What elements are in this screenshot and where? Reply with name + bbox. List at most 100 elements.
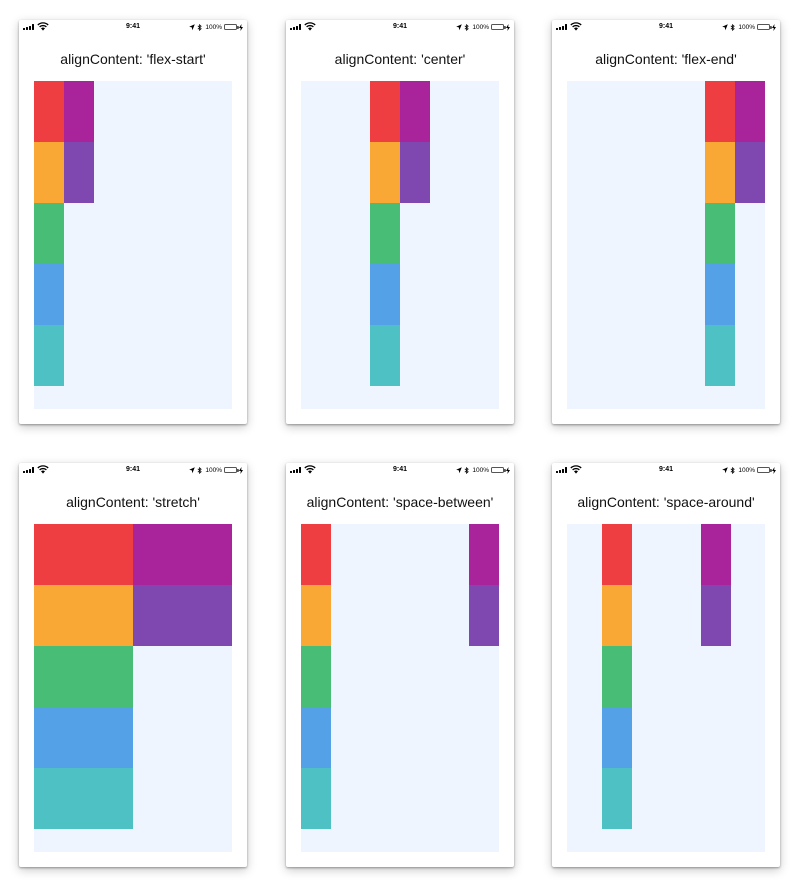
phone-title: alignContent: 'flex-start' (60, 51, 206, 67)
wifi-icon (304, 465, 316, 474)
flex-item-1 (34, 81, 64, 142)
bluetooth-icon (730, 23, 736, 31)
flex-item-2 (705, 142, 735, 203)
wifi-icon (37, 22, 49, 31)
charging-icon (506, 23, 510, 31)
battery-icon (491, 467, 506, 473)
flex-item-2 (34, 142, 64, 203)
flex-item-2 (601, 585, 632, 646)
flex-item-3 (705, 203, 735, 264)
battery-percent: 100% (738, 23, 755, 31)
location-arrow-icon (189, 23, 196, 31)
status-bar: 9:41 100% (286, 463, 514, 477)
flex-item-4 (705, 264, 735, 325)
status-bar: 9:41 100% (286, 20, 514, 34)
signal-icon (556, 24, 570, 30)
battery-icon (757, 24, 772, 30)
flex-container (567, 524, 765, 852)
battery-icon (224, 24, 239, 30)
status-right: 100% (189, 23, 243, 31)
flex-item-4 (601, 707, 632, 768)
signal-icon (23, 467, 37, 473)
flex-item-2 (34, 585, 133, 646)
location-arrow-icon (722, 23, 729, 31)
bluetooth-icon (730, 466, 736, 474)
flex-item-5 (601, 768, 632, 829)
flex-item-7 (735, 142, 765, 203)
battery-percent: 100% (205, 466, 222, 474)
flex-container (34, 524, 232, 852)
location-arrow-icon (456, 466, 463, 474)
flex-container (301, 81, 499, 409)
battery-icon (757, 467, 772, 473)
flex-item-7 (469, 585, 499, 646)
bluetooth-icon (197, 466, 203, 474)
status-right: 100% (189, 466, 243, 474)
flex-item-7 (700, 585, 731, 646)
charging-icon (239, 23, 243, 31)
signal-icon (290, 467, 304, 473)
flex-item-4 (34, 707, 133, 768)
status-time: 9:41 (658, 23, 673, 30)
flex-item-7 (64, 142, 94, 203)
status-time: 9:41 (125, 466, 140, 473)
wifi-icon (304, 22, 316, 31)
status-bar: 9:41 100% (19, 20, 247, 34)
bluetooth-icon (197, 23, 203, 31)
phone-title: alignContent: 'flex-end' (595, 51, 737, 67)
phone-title: alignContent: 'center' (334, 51, 466, 67)
flex-item-5 (370, 325, 400, 386)
status-time: 9:41 (392, 466, 407, 473)
charging-icon (239, 466, 243, 474)
flex-item-3 (34, 203, 64, 264)
battery-percent: 100% (738, 466, 755, 474)
flex-item-6 (64, 81, 94, 142)
phone-title: alignContent: 'stretch' (66, 494, 200, 510)
flex-item-4 (301, 707, 331, 768)
flex-item-5 (34, 768, 133, 829)
flex-item-4 (34, 264, 64, 325)
battery-icon (491, 24, 506, 30)
flex-container (301, 524, 499, 852)
status-right: 100% (722, 466, 776, 474)
flex-item-2 (301, 585, 331, 646)
charging-icon (506, 466, 510, 474)
phone-title: alignContent: 'space-between' (306, 494, 494, 510)
signal-icon (556, 467, 570, 473)
charging-icon (772, 466, 776, 474)
flex-item-5 (34, 325, 64, 386)
flex-item-5 (705, 325, 735, 386)
bluetooth-icon (464, 466, 470, 474)
phone-screen-space-around: 9:41 100% alignContent: 'space-around' (552, 463, 780, 867)
flex-item-1 (370, 81, 400, 142)
status-right: 100% (456, 466, 510, 474)
flex-item-6 (469, 524, 499, 585)
flex-item-7 (133, 585, 232, 646)
phone-screen-flex-end: 9:41 100% alignContent: 'flex-end' (552, 20, 780, 424)
flex-item-3 (370, 203, 400, 264)
phone-screen-stretch: 9:41 100% alignContent: 'stretch' (19, 463, 247, 867)
flex-item-1 (34, 524, 133, 585)
flex-item-6 (700, 524, 731, 585)
status-time: 9:41 (658, 466, 673, 473)
flex-item-6 (400, 81, 430, 142)
flex-item-6 (133, 524, 232, 585)
signal-icon (23, 24, 37, 30)
battery-percent: 100% (472, 23, 489, 31)
status-bar: 9:41 100% (552, 20, 780, 34)
flex-item-3 (601, 646, 632, 707)
status-right: 100% (722, 23, 776, 31)
status-bar: 9:41 100% (552, 463, 780, 477)
flex-item-7 (400, 142, 430, 203)
battery-percent: 100% (205, 23, 222, 31)
flex-item-2 (370, 142, 400, 203)
wifi-icon (570, 465, 582, 474)
flex-item-3 (34, 646, 133, 707)
battery-icon (224, 467, 239, 473)
flex-container (34, 81, 232, 409)
wifi-icon (37, 465, 49, 474)
battery-percent: 100% (472, 466, 489, 474)
phone-screen-center: 9:41 100% alignContent: 'center' (286, 20, 514, 424)
flex-container (567, 81, 765, 409)
flex-item-4 (370, 264, 400, 325)
